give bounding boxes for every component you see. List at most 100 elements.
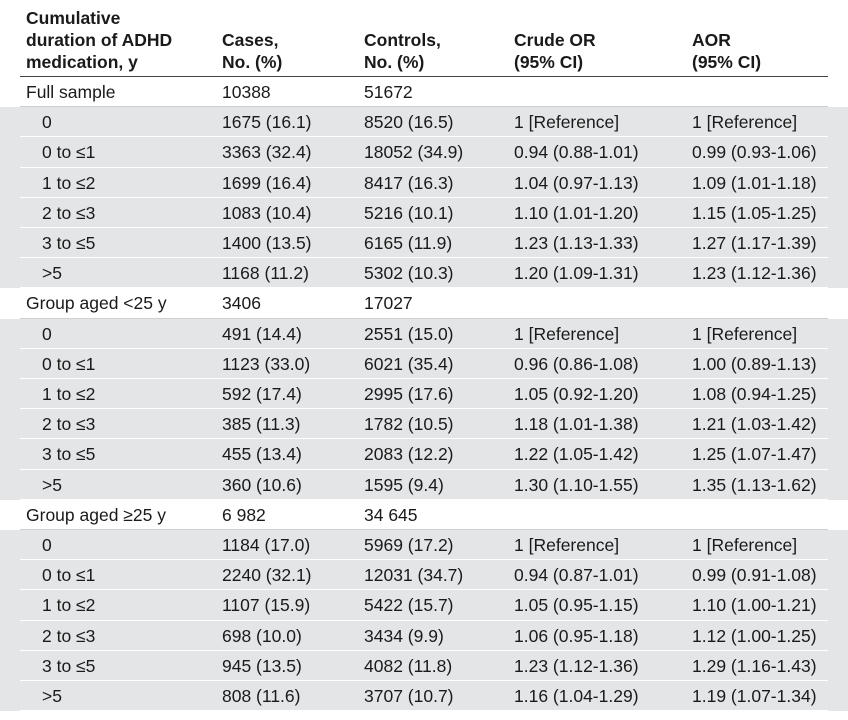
aor-cell: 0.99 (0.91-1.08) xyxy=(692,565,817,586)
duration-cell: 0 to ≤1 xyxy=(42,353,96,374)
duration-cell: 0 to ≤1 xyxy=(42,142,96,163)
cases-cell: 592 (17.4) xyxy=(222,384,302,404)
crude-or-cell: 1.18 (1.01-1.38) xyxy=(514,414,639,435)
controls-cell: 4082 (11.8) xyxy=(364,655,453,676)
table-row: 0 to ≤1 1123 (33.0) 6021 (35.4) 0.96 (0.86-… xyxy=(0,348,848,380)
duration-cell: 0 xyxy=(42,535,52,555)
duration-cell: 3 to ≤5 xyxy=(42,233,96,253)
controls-cell: 2083 (12.2) xyxy=(364,444,454,465)
controls-cell: 8417 (16.3) xyxy=(364,172,454,193)
aor-cell: 1.08 (0.94-1.25) xyxy=(692,384,817,404)
cases-cell: 2240 (32.1) xyxy=(222,565,312,586)
aor-cell: 1 [Reference] xyxy=(692,112,798,133)
controls-cell: 17027 xyxy=(364,293,413,314)
controls-cell: 5969 (17.2) xyxy=(364,535,454,555)
aor-cell: 1.21 (1.03-1.42) xyxy=(692,414,817,435)
duration-cell: 0 xyxy=(42,112,52,133)
crude-or-cell: 1.22 (1.05-1.42) xyxy=(514,444,639,465)
aor-cell: 1.15 (1.05-1.25) xyxy=(692,202,817,223)
cases-cell: 1184 (17.0) xyxy=(222,535,311,555)
aor-cell: 1.00 (0.89-1.13) xyxy=(692,353,817,374)
table-row: 0 491 (14.4) 2551 (15.0) 1 [Reference] 1 [Re… xyxy=(0,318,848,349)
header-duration: Cumulative duration of ADHD medication, … xyxy=(26,8,173,72)
header-cases: Cases, No. (%) xyxy=(222,30,283,72)
controls-cell: 34 645 xyxy=(364,504,418,525)
cases-cell: 1123 (33.0) xyxy=(222,353,311,374)
duration-cell: Group aged ≥25 y xyxy=(26,504,166,525)
duration-cell: >5 xyxy=(42,263,62,284)
cases-cell: 6 982 xyxy=(222,504,266,525)
duration-cell: 2 to ≤3 xyxy=(42,625,96,646)
cases-cell: 1675 (16.1) xyxy=(222,112,312,133)
controls-cell: 2551 (15.0) xyxy=(364,323,454,344)
cases-cell: 385 (11.3) xyxy=(222,414,301,435)
crude-or-cell: 1.04 (0.97-1.13) xyxy=(514,172,639,193)
crude-or-cell: 1 [Reference] xyxy=(514,112,620,133)
controls-cell: 5302 (10.3) xyxy=(364,263,454,284)
table-row: >5 360 (10.6) 1595 (9.4) 1.30 (1.10-1.55) 1.… xyxy=(0,469,848,500)
duration-cell: 1 to ≤2 xyxy=(42,595,96,616)
controls-cell: 1595 (9.4) xyxy=(364,474,444,495)
group-row: Full sample 10388 51672 xyxy=(0,77,848,108)
table-row: 3 to ≤5 945 (13.5) 4082 (11.8) 1.23 (1.12-1… xyxy=(0,650,848,682)
table-row: >5 808 (11.6) 3707 (10.7) 1.16 (1.04-1.29) 1… xyxy=(0,681,848,712)
table-row: 0 1675 (16.1) 8520 (16.5) 1 [Reference] 1 [R… xyxy=(0,107,848,138)
aor-cell: 1.29 (1.16-1.43) xyxy=(692,655,817,676)
cases-cell: 3406 xyxy=(222,293,261,314)
controls-cell: 6021 (35.4) xyxy=(364,353,454,374)
crude-or-cell: 1.16 (1.04-1.29) xyxy=(514,686,639,706)
cases-cell: 360 (10.6) xyxy=(222,474,302,495)
aor-cell: 0.99 (0.93-1.06) xyxy=(692,142,817,163)
crude-or-cell: 0.94 (0.87-1.01) xyxy=(514,565,639,586)
table-row: 1 to ≤2 1107 (15.9) 5422 (15.7) 1.05 (0.95-… xyxy=(0,590,848,621)
crude-or-cell: 1.30 (1.10-1.55) xyxy=(514,474,639,495)
controls-cell: 12031 (34.7) xyxy=(364,565,464,586)
duration-cell: Full sample xyxy=(26,82,116,102)
crude-or-cell: 0.96 (0.86-1.08) xyxy=(514,353,639,374)
controls-cell: 2995 (17.6) xyxy=(364,384,454,404)
controls-cell: 3434 (9.9) xyxy=(364,625,444,646)
table-row: 0 to ≤1 3363 (32.4) 18052 (34.9) 0.94 (0.88… xyxy=(0,137,848,168)
group-row: Group aged ≥25 y 6 982 34 645 xyxy=(0,499,848,531)
table-row: 0 1184 (17.0) 5969 (17.2) 1 [Reference] 1 [R… xyxy=(0,530,848,561)
cases-cell: 945 (13.5) xyxy=(222,655,302,676)
table-header: Cumulative duration of ADHD medication, … xyxy=(0,0,848,76)
aor-cell: 1.27 (1.17-1.39) xyxy=(692,233,817,253)
table-row: 2 to ≤3 1083 (10.4) 5216 (10.1) 1.10 (1.01-… xyxy=(0,197,848,229)
table-row: 2 to ≤3 385 (11.3) 1782 (10.5) 1.18 (1.01-1… xyxy=(0,409,848,440)
group-row: Group aged <25 y 3406 17027 xyxy=(0,288,848,319)
crude-or-cell: 1.10 (1.01-1.20) xyxy=(514,202,639,223)
duration-cell: 2 to ≤3 xyxy=(42,202,96,223)
cases-cell: 698 (10.0) xyxy=(222,625,302,646)
cases-cell: 808 (11.6) xyxy=(222,686,301,706)
duration-cell: 0 to ≤1 xyxy=(42,565,96,586)
aor-cell: 1.09 (1.01-1.18) xyxy=(692,172,817,193)
header-crude-or: Crude OR (95% CI) xyxy=(514,30,596,72)
crude-or-cell: 1.23 (1.13-1.33) xyxy=(514,233,639,253)
table-row: 1 to ≤2 592 (17.4) 2995 (17.6) 1.05 (0.92-1… xyxy=(0,379,848,410)
aor-cell: 1.19 (1.07-1.34) xyxy=(692,686,817,706)
table-row: 0 to ≤1 2240 (32.1) 12031 (34.7) 0.94 (0.87… xyxy=(0,560,848,591)
crude-or-cell: 1 [Reference] xyxy=(514,323,620,344)
crude-or-cell: 1.05 (0.95-1.15) xyxy=(514,595,639,616)
cases-cell: 1400 (13.5) xyxy=(222,233,312,253)
table-row: 1 to ≤2 1699 (16.4) 8417 (16.3) 1.04 (0.97-… xyxy=(0,167,848,198)
controls-cell: 5422 (15.7) xyxy=(364,595,454,616)
cases-cell: 491 (14.4) xyxy=(222,323,302,344)
aor-cell: 1.10 (1.00-1.21) xyxy=(692,595,817,616)
cases-cell: 10388 xyxy=(222,82,271,102)
cases-cell: 1168 (11.2) xyxy=(222,263,309,284)
controls-cell: 6165 (11.9) xyxy=(364,233,453,253)
duration-cell: 0 xyxy=(42,323,52,344)
controls-cell: 5216 (10.1) xyxy=(364,202,454,223)
duration-cell: >5 xyxy=(42,474,62,495)
controls-cell: 18052 (34.9) xyxy=(364,142,464,163)
table-row: 2 to ≤3 698 (10.0) 3434 (9.9) 1.06 (0.95-1.… xyxy=(0,620,848,651)
crude-or-cell: 0.94 (0.88-1.01) xyxy=(514,142,639,163)
aor-cell: 1.25 (1.07-1.47) xyxy=(692,444,817,465)
header-aor: AOR (95% CI) xyxy=(692,30,762,72)
table-row: 3 to ≤5 455 (13.4) 2083 (12.2) 1.22 (1.05-1… xyxy=(0,439,848,470)
duration-cell: Group aged <25 y xyxy=(26,293,167,314)
cases-cell: 1699 (16.4) xyxy=(222,172,312,193)
